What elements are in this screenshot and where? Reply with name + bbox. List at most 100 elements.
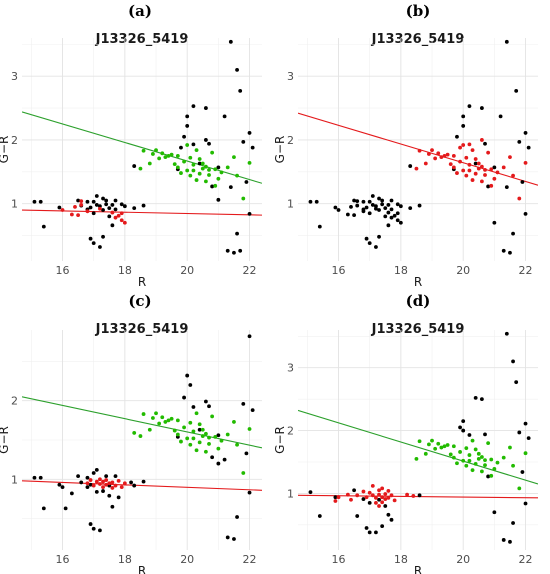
data-point	[141, 412, 146, 416]
data-point	[392, 498, 397, 503]
data-point	[101, 196, 105, 201]
data-point	[433, 446, 438, 451]
y-axis-label: G−R	[0, 426, 11, 454]
data-point	[370, 493, 375, 498]
data-point	[473, 161, 478, 166]
data-point	[244, 180, 249, 184]
data-point	[377, 234, 381, 239]
data-point	[483, 173, 487, 177]
data-point	[154, 148, 158, 153]
data-point	[492, 176, 497, 181]
y-tick-label: 1	[287, 487, 294, 500]
data-point	[60, 208, 65, 212]
y-tick-label: 2	[11, 134, 18, 147]
data-point	[216, 433, 221, 438]
x-tick-label: 16	[56, 264, 70, 277]
y-tick-label: 3	[287, 362, 294, 375]
data-point	[110, 480, 115, 485]
data-point	[250, 145, 255, 150]
data-point	[151, 416, 155, 420]
data-point	[479, 179, 484, 184]
data-point	[439, 445, 444, 450]
data-point	[333, 205, 338, 210]
fit-line	[22, 111, 262, 184]
data-point	[517, 196, 522, 201]
data-point	[467, 104, 472, 109]
data-point	[247, 211, 252, 216]
data-point	[88, 236, 93, 241]
panel-label: (a)	[128, 2, 152, 20]
data-point	[185, 168, 190, 173]
data-point	[203, 431, 208, 436]
data-point	[216, 165, 221, 170]
data-point	[160, 415, 165, 420]
x-tick-label: 18	[118, 553, 132, 566]
data-point	[414, 166, 419, 171]
data-point	[203, 449, 208, 454]
data-point	[85, 199, 90, 204]
data-point	[386, 223, 391, 228]
data-point	[445, 152, 450, 157]
data-point	[216, 197, 221, 202]
data-point	[364, 236, 369, 241]
data-point	[38, 199, 43, 204]
data-point	[85, 209, 90, 214]
fit-line	[298, 409, 538, 485]
data-point	[314, 199, 319, 204]
data-point	[203, 399, 208, 404]
y-tick-label: 1	[11, 198, 18, 211]
data-point	[163, 420, 168, 424]
data-point	[175, 153, 180, 158]
data-point	[250, 408, 255, 413]
data-point	[94, 194, 99, 198]
data-point	[179, 171, 183, 175]
data-point	[213, 434, 218, 439]
data-point	[203, 164, 208, 169]
data-point	[76, 474, 81, 479]
data-point	[374, 206, 378, 211]
data-point	[458, 450, 462, 454]
data-point	[498, 114, 503, 119]
data-point	[185, 373, 190, 378]
data-point	[85, 481, 90, 486]
data-point	[203, 106, 208, 110]
data-point	[414, 456, 419, 461]
data-point	[523, 451, 528, 456]
data-point	[383, 492, 388, 496]
data-point	[364, 495, 369, 500]
data-point	[79, 203, 84, 207]
data-point	[355, 199, 360, 204]
data-point	[154, 411, 158, 416]
data-point	[247, 490, 252, 495]
y-tick-label: 2	[287, 425, 294, 438]
data-point	[147, 427, 152, 432]
data-point	[113, 474, 118, 479]
x-tick-label: 22	[519, 553, 533, 566]
data-point	[119, 211, 124, 216]
data-point	[389, 207, 394, 212]
data-point	[107, 481, 112, 486]
data-point	[57, 205, 62, 210]
data-point	[169, 152, 174, 157]
data-point	[225, 165, 230, 170]
x-tick-label: 16	[332, 264, 346, 277]
data-point	[197, 161, 202, 166]
data-point	[160, 151, 165, 156]
data-point	[91, 471, 96, 475]
data-point	[380, 524, 385, 529]
data-point	[451, 455, 456, 460]
data-point	[451, 444, 456, 449]
data-point	[228, 185, 233, 189]
data-point	[191, 162, 196, 167]
data-point	[489, 457, 494, 462]
x-tick-label: 20	[456, 264, 470, 277]
data-point	[517, 139, 522, 144]
data-point	[367, 500, 372, 505]
data-point	[523, 131, 528, 135]
data-point	[504, 39, 509, 44]
data-point	[207, 442, 211, 446]
data-point	[467, 168, 472, 173]
data-point	[430, 148, 434, 153]
data-point	[185, 124, 190, 128]
